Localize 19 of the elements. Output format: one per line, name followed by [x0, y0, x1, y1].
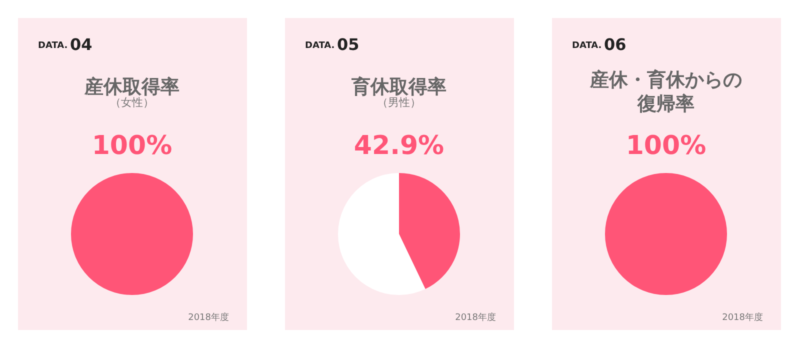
text: 06 — [604, 35, 626, 54]
chart-subtitle: （男性） — [377, 96, 421, 109]
chart-title: 育休取得率 — [350, 76, 446, 98]
data-label: 42.9% — [354, 131, 444, 161]
chart-subtitle: （女性） — [110, 96, 154, 109]
text: 2018年度 — [188, 312, 229, 323]
pie-slice — [399, 173, 460, 290]
chart-title: 産休取得率 — [84, 76, 180, 98]
text: DATA. — [38, 41, 68, 51]
text: 05 — [337, 35, 360, 54]
data-label: 100% — [626, 131, 706, 161]
text: DATA. — [305, 41, 335, 51]
pie-slice — [338, 173, 426, 295]
chart-title: 産休・育休からの復帰率 — [589, 69, 742, 115]
text: 2018年度 — [455, 312, 496, 323]
data-label: 100% — [92, 131, 172, 161]
text: 04 — [70, 35, 92, 54]
text: 2018年度 — [722, 312, 763, 323]
text: DATA. — [572, 41, 602, 51]
